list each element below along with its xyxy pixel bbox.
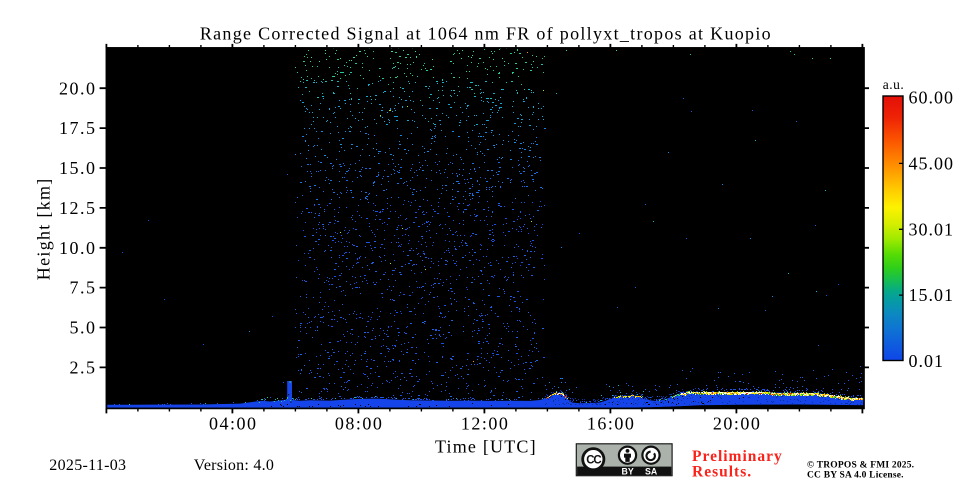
svg-text:Version: 4.0: Version: 4.0 bbox=[194, 457, 274, 474]
svg-text:CC BY SA 4.0 License.: CC BY SA 4.0 License. bbox=[807, 470, 904, 480]
svg-text:12.5: 12.5 bbox=[59, 198, 97, 218]
svg-text:45.00: 45.00 bbox=[909, 154, 955, 174]
svg-text:Results.: Results. bbox=[692, 463, 752, 480]
svg-text:17.5: 17.5 bbox=[59, 118, 97, 138]
svg-text:16:00: 16:00 bbox=[587, 414, 636, 434]
svg-text:© TROPOS & FMI 2025.: © TROPOS & FMI 2025. bbox=[807, 460, 914, 471]
svg-text:15.01: 15.01 bbox=[909, 285, 955, 305]
svg-text:2.5: 2.5 bbox=[70, 358, 97, 378]
svg-text:CC: CC bbox=[586, 454, 601, 466]
svg-text:Height [km]: Height [km] bbox=[34, 177, 54, 280]
svg-text:08:00: 08:00 bbox=[335, 414, 384, 434]
svg-text:a.u.: a.u. bbox=[883, 77, 905, 92]
svg-text:7.5: 7.5 bbox=[70, 278, 97, 298]
svg-text:BY: BY bbox=[621, 466, 633, 476]
svg-text:20.0: 20.0 bbox=[59, 78, 97, 98]
svg-text:15.0: 15.0 bbox=[59, 158, 97, 178]
svg-text:0.01: 0.01 bbox=[909, 351, 945, 371]
svg-text:2025-11-03: 2025-11-03 bbox=[49, 457, 126, 474]
svg-text:Preliminary: Preliminary bbox=[692, 448, 783, 465]
svg-text:04:00: 04:00 bbox=[209, 414, 258, 434]
svg-text:Range Corrected Signal at 1064: Range Corrected Signal at 1064 nm FR of … bbox=[200, 23, 772, 43]
svg-text:10.0: 10.0 bbox=[59, 238, 97, 258]
svg-text:SA: SA bbox=[645, 466, 658, 476]
svg-text:Time [UTC]: Time [UTC] bbox=[435, 437, 537, 457]
svg-text:5.0: 5.0 bbox=[70, 318, 97, 338]
svg-text:12:00: 12:00 bbox=[461, 414, 510, 434]
svg-text:20:00: 20:00 bbox=[713, 414, 762, 434]
svg-text:30.01: 30.01 bbox=[909, 219, 955, 239]
svg-text:60.00: 60.00 bbox=[909, 88, 955, 108]
